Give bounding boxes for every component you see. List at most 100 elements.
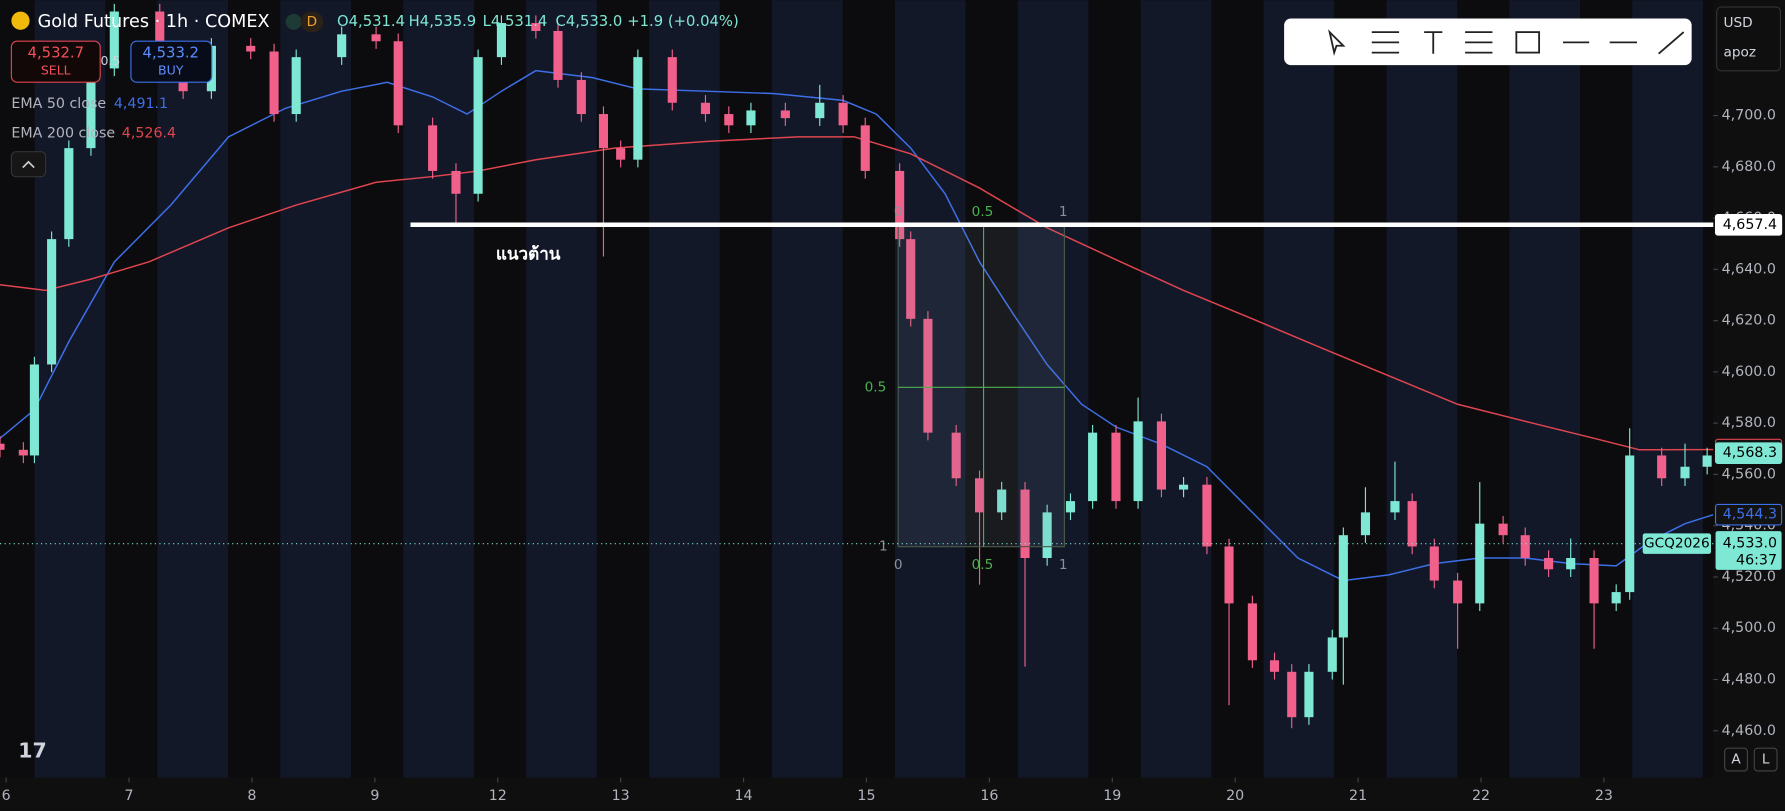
x-tick-label: 20 (1226, 788, 1244, 804)
x-tick-label: 6 (2, 788, 11, 804)
fib-tool[interactable] (1465, 31, 1493, 54)
x-tick-label: 8 (247, 788, 256, 804)
last-tag (1715, 531, 1782, 570)
candle-body (860, 125, 870, 171)
rect-tool[interactable] (1515, 31, 1541, 54)
candle-body (1657, 455, 1667, 479)
candle-body (1327, 637, 1337, 672)
candle-body (337, 34, 347, 58)
candle-body (393, 41, 403, 126)
ema-line (0, 136, 1714, 451)
y-tick-label: 4,620.0 (1722, 313, 1776, 329)
candle-body (1179, 484, 1189, 490)
box (897, 225, 1065, 548)
countdown: 46:37 (1736, 553, 1777, 569)
candle-body (109, 11, 119, 69)
candle-body (667, 57, 677, 103)
candle-body (1453, 580, 1463, 604)
x-tick-label: 16 (980, 788, 998, 804)
candle-body (1390, 501, 1400, 513)
candle-body (451, 170, 461, 194)
candle-body (598, 114, 609, 149)
cursor-tool[interactable] (1328, 29, 1346, 57)
candle-body (246, 45, 256, 52)
level: 0.5 (972, 557, 994, 573)
collapse-button[interactable] (10, 151, 47, 178)
x-tick-label: 13 (612, 788, 630, 804)
buy-label: BUY (158, 62, 184, 77)
buy-price: 4,533.2 (143, 45, 199, 62)
candle-body (700, 102, 711, 115)
price-tag (1714, 442, 1783, 464)
line-tool[interactable] (1371, 31, 1400, 54)
currency-box[interactable] (1716, 6, 1782, 72)
candle-body (1247, 603, 1257, 661)
sell-button[interactable] (10, 40, 101, 83)
session-band (280, 0, 351, 778)
resistance-label: แนวต้าน (496, 244, 561, 264)
chevron (22, 160, 35, 169)
candle-body (1566, 557, 1576, 570)
sell-price: 4,532.7 (28, 45, 84, 62)
candle-body (633, 57, 643, 160)
session-band (1140, 0, 1212, 778)
candle-body (428, 125, 438, 171)
candle-body (1338, 535, 1348, 638)
candle-body (997, 489, 1007, 513)
session-band (157, 0, 229, 778)
price-tag (1714, 503, 1783, 526)
candle-body (1611, 592, 1621, 604)
candle-body (1520, 535, 1530, 558)
y-tick-label: 4,580.0 (1722, 415, 1776, 431)
y-tick-label: 4,500.0 (1722, 620, 1776, 636)
level: 1 (1059, 204, 1068, 220)
price-tag-label: 4,544.3 (1723, 507, 1777, 523)
candle-body (269, 51, 279, 115)
change: +1.9 (+0.04%) (627, 13, 738, 30)
candle-body (1111, 432, 1121, 502)
ema-line (0, 69, 1714, 582)
auto-button[interactable] (1724, 747, 1749, 772)
trend-tool[interactable] (1658, 31, 1685, 55)
plot (0, 3, 1714, 729)
buy-button[interactable] (130, 40, 213, 83)
price-tag-label: 4,657.4 (1723, 217, 1777, 233)
candle-body (724, 114, 734, 126)
candle-body (895, 170, 905, 240)
candle-body (86, 68, 96, 149)
ohlc: L4,531.4 (483, 13, 548, 30)
session-band (1263, 0, 1335, 778)
candle-body (1680, 466, 1690, 479)
level: 1 (1059, 557, 1068, 573)
candle-body (553, 30, 563, 80)
candle-body (1088, 432, 1098, 502)
ohlc: H4,535.9 (409, 13, 477, 30)
candle-body (473, 57, 483, 194)
candle-body (1042, 512, 1052, 558)
last-tag-price: 4,533.0 (1723, 536, 1777, 552)
symbol-tag-label: GCQ2026 (1644, 536, 1710, 552)
x-tick-label: 23 (1595, 788, 1613, 804)
text-tool[interactable] (1424, 31, 1443, 54)
candle-body (576, 79, 586, 115)
sell-label: SELL (41, 62, 71, 77)
y-tick-label: 4,640.0 (1722, 261, 1776, 277)
price-axis (1713, 0, 1785, 811)
y-tick-label: 4,560.0 (1722, 466, 1776, 482)
time-axis (0, 777, 1714, 811)
badge-bg (300, 11, 324, 33)
candle-body (0, 443, 5, 450)
y-tick-label: 4,460.0 (1722, 723, 1776, 739)
y-tick-label: 4,600.0 (1722, 364, 1776, 380)
x-tick-label: 12 (489, 788, 507, 804)
level: 1 (879, 539, 888, 555)
session-band (1017, 0, 1089, 778)
status (285, 13, 302, 30)
candle-body (974, 478, 985, 513)
candle-body (1065, 501, 1076, 513)
x-tick-label: 9 (370, 788, 379, 804)
ema-legend: EMA 200 close (11, 125, 115, 141)
log-button[interactable] (1753, 747, 1778, 772)
candle-body (838, 102, 848, 126)
